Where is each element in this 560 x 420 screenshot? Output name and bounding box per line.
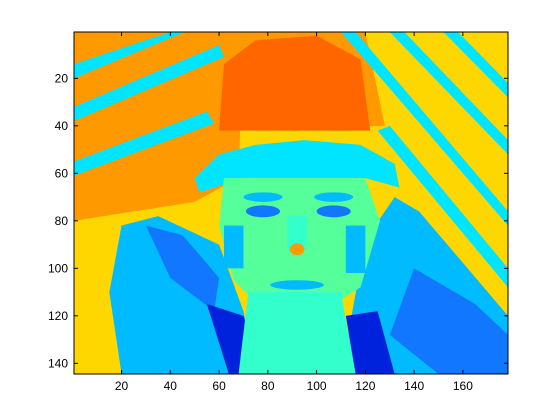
left-brow: [243, 192, 283, 202]
right-stripe-1: [389, 32, 508, 155]
nose-bridge: [287, 216, 307, 250]
x-tick-label: 120: [355, 379, 375, 393]
x-tick-label: 20: [115, 379, 129, 393]
y-tick-label: 140: [48, 356, 68, 370]
right-upper-band: [365, 32, 508, 150]
x-axis-ticks: 20 40 60 80 100 120 140 160: [115, 32, 473, 393]
neck: [238, 292, 356, 374]
x-tick-label: 60: [212, 379, 226, 393]
left-stripe-3: [74, 111, 215, 176]
x-tick-label: 100: [307, 379, 327, 393]
right-stripe-2: [340, 32, 508, 226]
hat-crown: [219, 35, 371, 131]
hat-brim: [194, 140, 400, 193]
left-eye: [245, 205, 281, 218]
y-tick-label: 120: [48, 309, 68, 323]
axes-frame: [73, 31, 509, 375]
right-shoulder-dark: [389, 268, 508, 374]
right-brow: [314, 192, 354, 202]
y-axis-ticks: 20 40 60 80 100 120 140: [48, 71, 508, 370]
right-stripe-3: [443, 32, 508, 98]
right-cheek-shade: [345, 225, 366, 274]
x-tick-label: 140: [404, 379, 424, 393]
right-collar: [345, 311, 395, 374]
mouth: [270, 280, 324, 290]
y-tick-label: 20: [55, 71, 69, 85]
x-tick-label: 80: [261, 379, 275, 393]
y-tick-label: 60: [55, 166, 69, 180]
y-tick-label: 80: [55, 214, 69, 228]
left-cheek-shade: [223, 225, 244, 269]
right-eye: [316, 205, 351, 218]
left-stripe-2: [74, 45, 224, 122]
right-stripe-4: [377, 125, 508, 288]
x-tick-label: 160: [453, 379, 473, 393]
nose-tip: [289, 243, 305, 256]
x-tick-label: 40: [164, 379, 178, 393]
y-tick-label: 40: [55, 119, 69, 133]
y-tick-label: 100: [48, 261, 68, 275]
heatmap-image: [74, 32, 508, 374]
left-shoulder-dark: [145, 225, 220, 312]
left-stripe-1: [74, 32, 185, 79]
